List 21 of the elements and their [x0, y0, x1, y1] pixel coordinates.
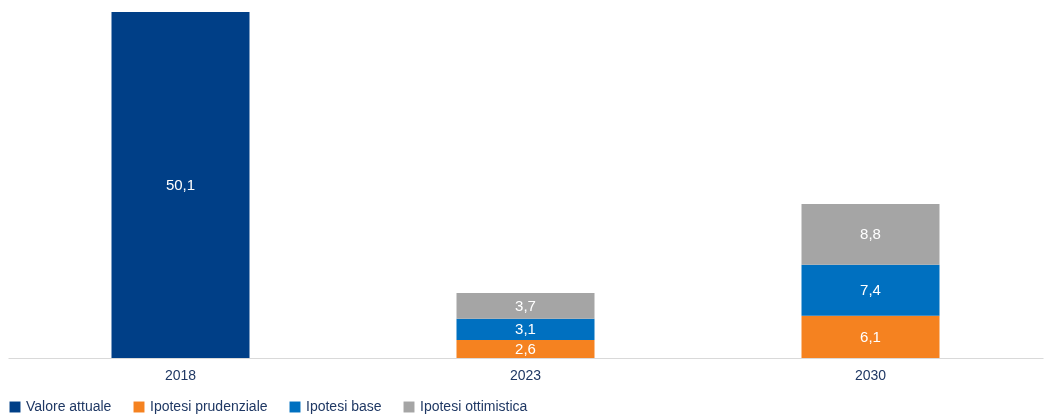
- data-label: 3,1: [515, 320, 536, 338]
- data-label: 3,7: [515, 296, 536, 314]
- bar: [111, 12, 250, 358]
- legend-label: Valore attuale: [26, 398, 112, 414]
- x-tick-label: 2023: [509, 366, 542, 383]
- bar: [456, 318, 595, 341]
- bar: [801, 203, 940, 265]
- data-label: 6,1: [860, 327, 881, 345]
- bar: [801, 315, 940, 358]
- legend-label: Ipotesi prudenziale: [150, 398, 268, 414]
- bar: [801, 264, 940, 316]
- bar: [456, 293, 595, 319]
- data-label: 50,1: [165, 176, 196, 193]
- x-tick-label: 2018: [164, 366, 197, 383]
- legend-label: Ipotesi ottimistica: [420, 398, 528, 414]
- bar: [456, 340, 595, 358]
- data-label: 7,4: [860, 281, 881, 299]
- data-label: 8,8: [860, 225, 881, 243]
- legend-label: Ipotesi base: [306, 398, 382, 414]
- data-label: 2,6: [515, 340, 536, 358]
- x-tick-label: 2030: [854, 366, 887, 383]
